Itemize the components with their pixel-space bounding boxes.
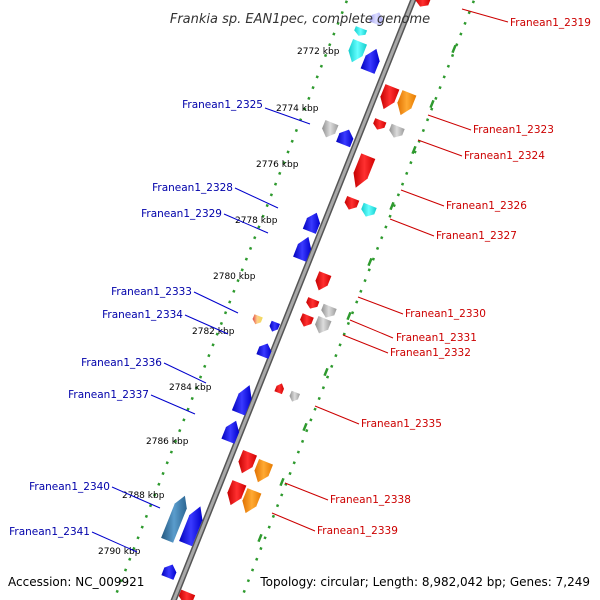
gene-label[interactable]: Franean1_2333: [111, 286, 192, 298]
gene-label[interactable]: Franean1_2337: [68, 389, 149, 401]
scale-labels: 2772 kbp 2774 kbp 2776 kbp 2778 kbp 2780…: [98, 47, 340, 557]
reverse-leaders: [271, 8, 509, 532]
gene-arrow[interactable]: [178, 589, 196, 600]
gene-arrow[interactable]: [380, 84, 400, 110]
strand-grid-line: [112, 0, 349, 600]
gene-arrow[interactable]: [306, 297, 320, 309]
gene-label[interactable]: Franean1_2327: [436, 230, 517, 242]
gene-label[interactable]: Franean1_2330: [405, 308, 486, 320]
gene-arrow[interactable]: [353, 153, 376, 188]
gene-arrow[interactable]: [373, 118, 387, 130]
scale-label: 2782 kbp: [192, 327, 235, 337]
gene-arrow[interactable]: [231, 385, 252, 416]
gene-arrow[interactable]: [397, 90, 417, 116]
gene-arrow[interactable]: [321, 303, 337, 318]
gene-arrow[interactable]: [221, 420, 240, 444]
forward-leaders: [91, 107, 311, 553]
scale-label: 2772 kbp: [297, 47, 340, 57]
gene-label[interactable]: Franean1_2338: [330, 494, 411, 506]
gene-label[interactable]: Franean1_2326: [446, 200, 527, 212]
gene-label[interactable]: Franean1_2339: [317, 525, 398, 537]
scale-tick: [411, 145, 417, 155]
forward-gene-labels: Franean1_2325 Franean1_2328 Franean1_232…: [9, 99, 263, 538]
scale-tick: [429, 99, 435, 109]
gene-arrow[interactable]: [348, 39, 367, 63]
gene-arrow[interactable]: [242, 488, 262, 514]
gene-arrow[interactable]: [269, 320, 280, 332]
scale-tick: [389, 201, 395, 211]
gene-label[interactable]: Franean1_2336: [81, 357, 162, 369]
gene-arrow[interactable]: [302, 212, 321, 234]
gene-arrow[interactable]: [227, 480, 247, 506]
gene-label[interactable]: Franean1_2324: [464, 150, 545, 162]
topology-text: Topology: circular; Length: 8,982,042 bp…: [259, 575, 590, 589]
gene-arrow[interactable]: [389, 123, 405, 138]
scale-tick: [302, 422, 308, 432]
gene-arrow[interactable]: [252, 314, 263, 325]
gene-label[interactable]: Franean1_2325: [182, 99, 263, 111]
scale-label: 2778 kbp: [235, 216, 278, 226]
gene-arrow[interactable]: [354, 26, 368, 36]
gene-label[interactable]: Franean1_2332: [390, 347, 471, 359]
scale-tick: [367, 257, 373, 267]
gene-label[interactable]: Franean1_2323: [473, 124, 554, 136]
gene-arrow[interactable]: [256, 343, 272, 359]
gene-arrow[interactable]: [179, 506, 203, 547]
gene-arrow[interactable]: [361, 202, 377, 217]
accession-text: Accession: NC_009921: [8, 575, 144, 589]
gene-arrow[interactable]: [293, 236, 312, 262]
scale-label: 2774 kbp: [276, 104, 319, 114]
gene-arrow[interactable]: [299, 313, 314, 327]
gene-arrow[interactable]: [314, 316, 332, 334]
scale-label: 2786 kbp: [146, 437, 189, 447]
scale-label: 2790 kbp: [98, 547, 141, 557]
reverse-gene-labels: Franean1_2319 Franean1_2323 Franean1_232…: [317, 17, 591, 537]
scale-label: 2784 kbp: [169, 383, 212, 393]
gene-arrow[interactable]: [321, 120, 339, 138]
scale-label: 2788 kbp: [122, 491, 165, 501]
gene-label[interactable]: Franean1_2319: [510, 17, 591, 29]
scale-tick: [279, 477, 285, 487]
strand-grid-line: [239, 0, 476, 600]
scale-tick: [451, 44, 457, 54]
gene-arrow[interactable]: [274, 383, 285, 395]
strand-grid: [112, 0, 476, 600]
scale-tick: [257, 533, 263, 543]
scale-label: 2776 kbp: [256, 160, 299, 170]
gene-arrow[interactable]: [344, 196, 360, 210]
gene-arrow[interactable]: [360, 48, 380, 74]
map-title: Frankia sp. EAN1pec, complete genome: [170, 12, 430, 27]
scale-label: 2780 kbp: [213, 272, 256, 282]
gene-arrow[interactable]: [238, 450, 257, 474]
gene-arrow[interactable]: [415, 0, 431, 7]
gene-arrow[interactable]: [161, 564, 177, 580]
gene-arrow-partial[interactable]: [369, 12, 384, 26]
gene-label[interactable]: Franean1_2328: [152, 182, 233, 194]
scale-tick: [323, 367, 329, 377]
gene-label[interactable]: Franean1_2341: [9, 526, 90, 538]
gene-label[interactable]: Franean1_2334: [102, 309, 183, 321]
gene-label[interactable]: Franean1_2335: [361, 418, 442, 430]
scale-tick: [346, 311, 352, 321]
gene-arrow[interactable]: [336, 129, 354, 148]
gene-arrow[interactable]: [289, 390, 300, 402]
gene-arrow[interactable]: [254, 459, 273, 483]
gene-label[interactable]: Franean1_2340: [29, 481, 110, 493]
gene-arrow[interactable]: [161, 495, 187, 543]
gene-label[interactable]: Franean1_2329: [141, 208, 222, 220]
gene-arrow[interactable]: [315, 271, 332, 291]
gene-label[interactable]: Franean1_2331: [396, 332, 477, 344]
gene-track: [161, 0, 431, 600]
genome-backbone: [170, 0, 417, 600]
